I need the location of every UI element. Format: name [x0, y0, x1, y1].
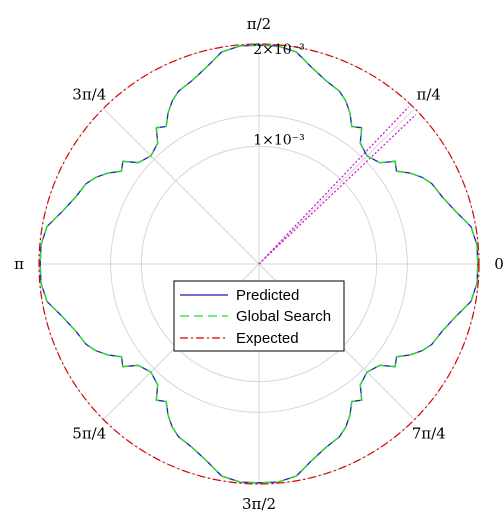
- angle-tick-label: π/2: [247, 15, 271, 33]
- angle-tick-label: 3π/2: [242, 495, 276, 513]
- legend-label-predicted: Predicted: [236, 287, 299, 304]
- grid-spoke: [103, 108, 260, 265]
- direction-line: [258, 114, 417, 265]
- grid-spoke: [258, 108, 415, 265]
- series-predicted: [39, 44, 479, 484]
- radial-tick-label: 2×10⁻³: [253, 42, 304, 58]
- axis-labels: 0 π/4 π/2 3π/4 π 5π/4 3π/2 7π/4 1×10⁻³ 2×10⁻³: [14, 15, 504, 513]
- radial-tick-label: 1×10⁻³: [253, 132, 304, 148]
- angle-tick-label: 5π/4: [72, 425, 106, 443]
- direction-line: [258, 106, 409, 265]
- angle-tick-label: 0: [494, 255, 504, 273]
- series-group: [38, 43, 480, 485]
- angle-tick-label: π: [14, 255, 24, 273]
- angle-tick-label: 7π/4: [412, 425, 446, 443]
- series-expected: [38, 43, 480, 485]
- legend-label-global-search: Global Search: [236, 308, 331, 325]
- direction-lines: [258, 106, 417, 265]
- legend: Predicted Global Search Expected: [173, 280, 345, 352]
- angle-tick-label: π/4: [416, 85, 440, 103]
- angle-tick-label: 3π/4: [72, 85, 106, 103]
- legend-label-expected: Expected: [236, 330, 299, 347]
